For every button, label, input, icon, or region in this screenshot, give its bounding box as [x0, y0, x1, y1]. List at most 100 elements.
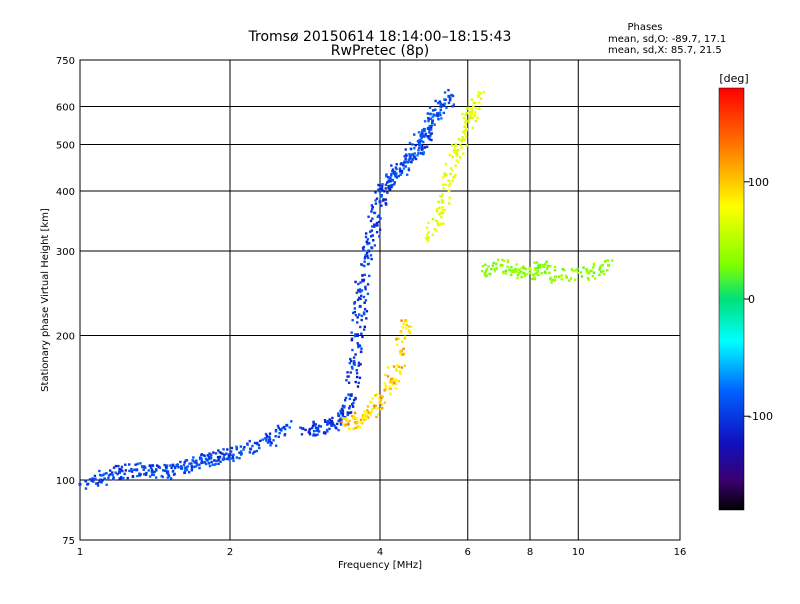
data-point	[185, 459, 189, 462]
data-point	[405, 173, 409, 176]
data-point	[442, 222, 445, 225]
data-point	[381, 189, 385, 192]
data-point	[370, 210, 373, 213]
series-F2-O-trace	[377, 88, 456, 198]
data-point	[469, 107, 473, 110]
data-point	[100, 474, 103, 477]
data-point	[352, 416, 355, 419]
y-tick-label: 400	[56, 187, 75, 198]
data-point	[232, 453, 235, 456]
data-point	[462, 152, 465, 155]
data-point	[202, 454, 206, 457]
data-point	[438, 206, 441, 209]
data-point	[394, 166, 398, 169]
data-point	[514, 269, 517, 273]
data-point	[195, 459, 198, 462]
phases-mean-o: mean, sd,O: -89.7, 17.1	[608, 34, 726, 45]
data-point	[393, 183, 396, 186]
colorbar	[718, 87, 745, 511]
data-point	[389, 392, 392, 395]
data-point	[90, 479, 93, 482]
data-point	[495, 266, 498, 269]
data-point	[364, 299, 368, 302]
data-point	[213, 459, 216, 462]
data-point	[437, 200, 440, 204]
data-point	[235, 446, 239, 450]
data-point	[277, 435, 280, 438]
data-point	[431, 115, 434, 119]
data-point	[427, 119, 430, 123]
data-point	[378, 235, 381, 238]
data-point	[426, 135, 429, 138]
data-point	[428, 131, 431, 134]
data-point	[582, 266, 585, 269]
data-point	[420, 139, 423, 143]
data-point	[394, 382, 397, 385]
data-point	[463, 116, 466, 120]
data-point	[455, 159, 458, 162]
data-point	[443, 172, 447, 176]
data-point	[248, 439, 251, 443]
data-point	[510, 265, 513, 269]
data-point	[442, 103, 445, 106]
data-point	[341, 417, 345, 420]
data-point	[394, 387, 398, 390]
data-point	[473, 114, 477, 117]
data-point	[391, 168, 395, 171]
data-point	[553, 275, 557, 279]
data-point	[200, 461, 204, 465]
data-point	[454, 164, 457, 167]
data-point	[153, 470, 156, 474]
data-point	[447, 189, 451, 192]
data-point	[431, 217, 435, 221]
data-point	[442, 111, 445, 115]
data-point	[447, 202, 451, 205]
data-point	[387, 180, 391, 183]
data-point	[207, 457, 211, 461]
data-point	[180, 466, 184, 470]
data-point	[182, 463, 186, 467]
data-point	[611, 259, 614, 262]
data-point	[364, 232, 368, 235]
data-point	[352, 359, 356, 363]
data-point	[396, 364, 399, 367]
data-point	[359, 297, 362, 301]
data-point	[346, 413, 349, 417]
data-point	[312, 433, 316, 436]
data-point	[232, 459, 235, 463]
data-point	[399, 162, 403, 166]
data-point	[403, 364, 406, 367]
data-point	[192, 465, 195, 469]
data-point	[242, 448, 245, 451]
data-point	[404, 148, 407, 151]
data-point	[604, 259, 607, 263]
data-point	[417, 146, 421, 150]
data-point	[470, 98, 474, 101]
data-point	[358, 344, 361, 347]
data-point	[425, 226, 429, 229]
data-point	[449, 167, 453, 170]
data-point	[535, 272, 538, 275]
data-point	[463, 129, 467, 132]
data-point	[249, 447, 253, 451]
data-point	[537, 265, 540, 268]
data-point	[352, 401, 355, 405]
data-point	[326, 419, 330, 423]
data-point	[421, 132, 424, 136]
data-point	[543, 271, 547, 274]
data-point	[407, 168, 411, 172]
data-point	[393, 181, 396, 184]
data-point	[290, 420, 293, 423]
data-point	[379, 394, 382, 397]
data-point	[435, 219, 438, 222]
data-point	[335, 426, 338, 430]
data-point	[368, 274, 371, 278]
data-point	[436, 114, 439, 117]
data-point	[400, 319, 403, 322]
data-point	[561, 268, 565, 271]
data-point	[365, 240, 368, 243]
data-point	[440, 199, 444, 202]
data-point	[186, 465, 190, 468]
data-point	[139, 462, 142, 465]
data-point	[444, 162, 448, 166]
